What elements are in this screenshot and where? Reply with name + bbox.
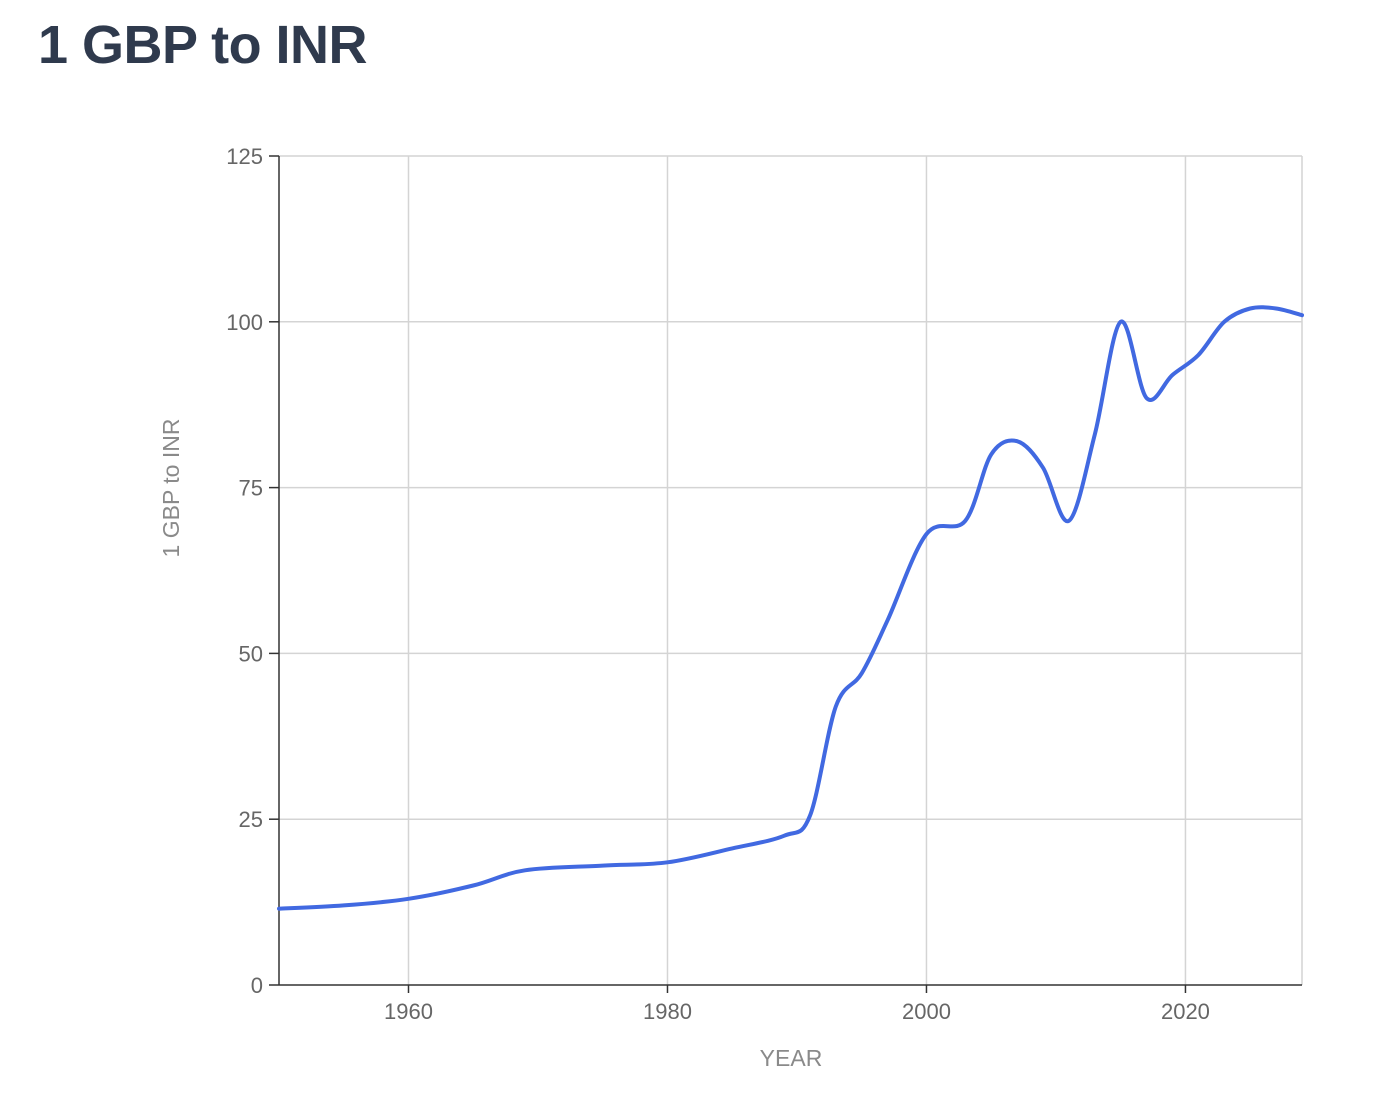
y-tick-label-125: 125: [226, 144, 263, 169]
series-line-0: [277, 305, 1304, 911]
axes: [278, 156, 1302, 986]
y-axis-ticks: 0 25 50 75 100 125: [226, 144, 279, 998]
series-group: [277, 305, 1304, 911]
y-tick-label-100: 100: [226, 310, 263, 335]
x-axis-ticks: 1960 1980 2000 2020: [384, 985, 1210, 1024]
y-tick-label-50: 50: [239, 641, 263, 666]
x-tick-label-1960: 1960: [384, 999, 433, 1024]
y-tick-label-75: 75: [239, 476, 263, 501]
y-tick-label-25: 25: [239, 807, 263, 832]
x-axis-title: YEAR: [760, 1045, 823, 1071]
y-axis-title: 1 GBP to INR: [158, 419, 184, 558]
page-title: 1 GBP to INR: [38, 15, 368, 75]
grid: [279, 155, 1303, 985]
y-tick-label-0: 0: [251, 973, 263, 998]
x-tick-label-2020: 2020: [1161, 999, 1210, 1024]
x-tick-label-2000: 2000: [902, 999, 951, 1024]
x-tick-label-1980: 1980: [643, 999, 692, 1024]
